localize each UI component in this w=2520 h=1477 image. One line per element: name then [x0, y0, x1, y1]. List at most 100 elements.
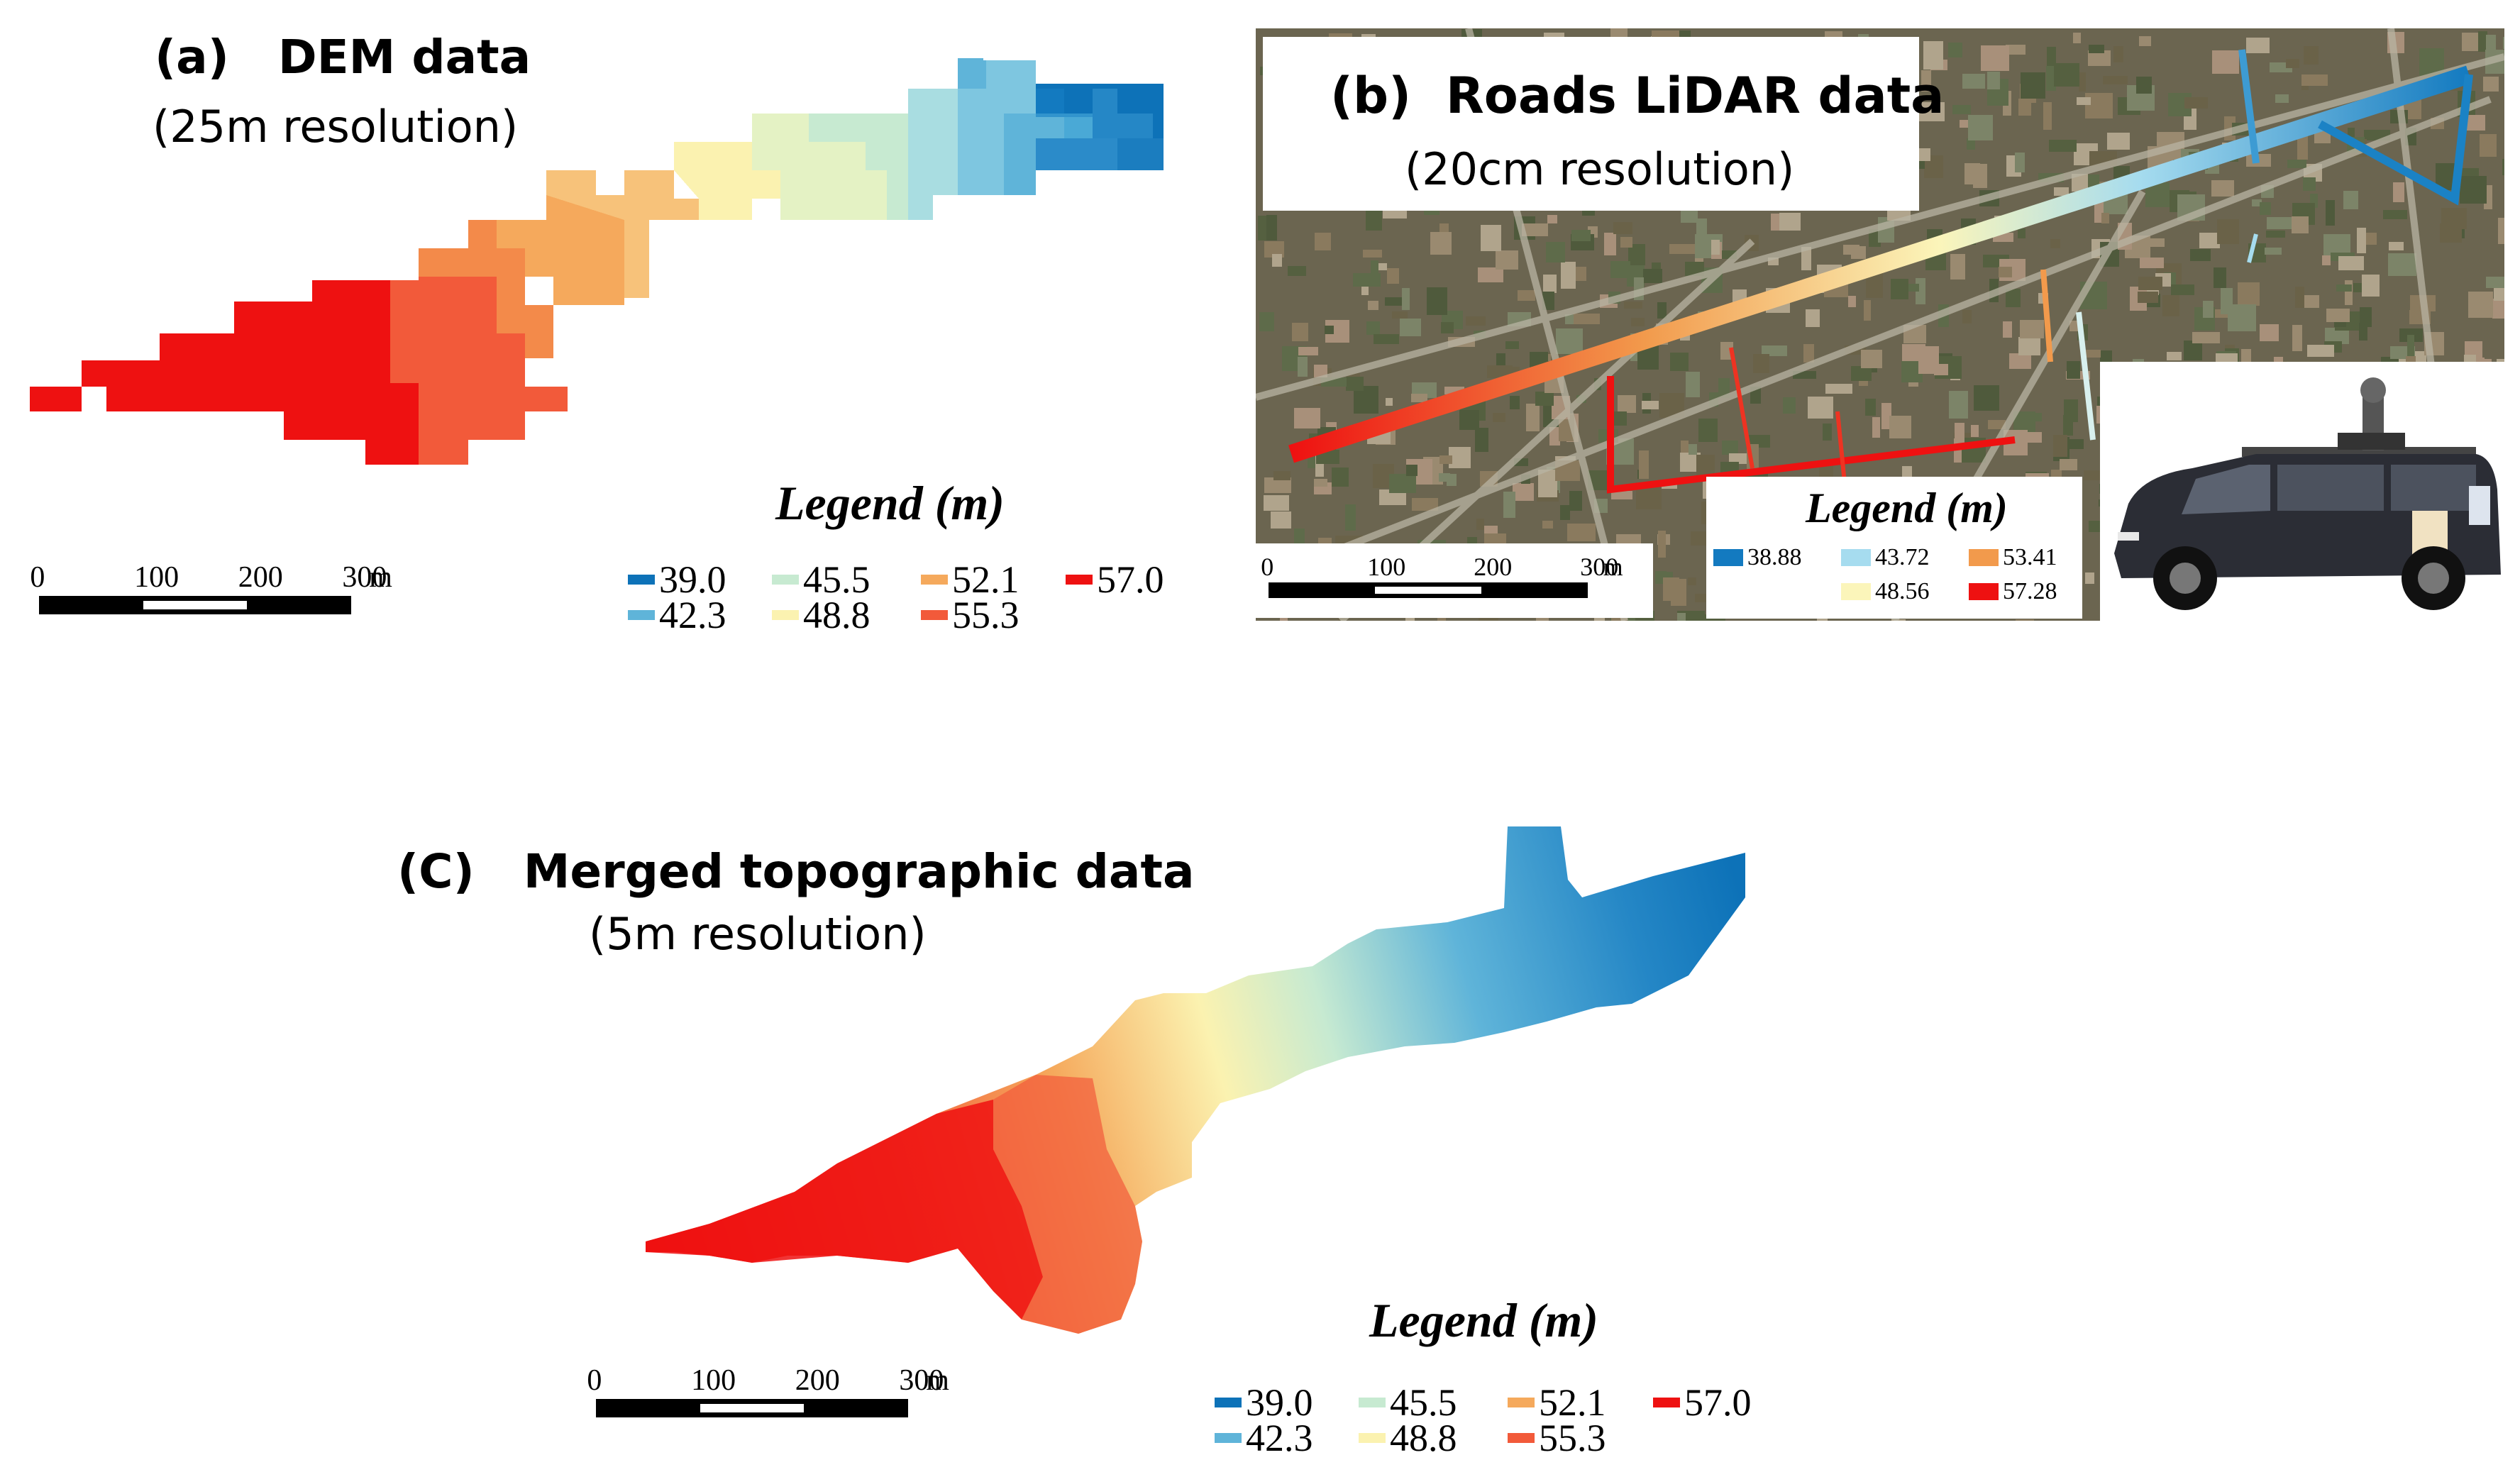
- scale-tick-label: 100: [1367, 553, 1406, 581]
- legend-swatch: [1359, 1398, 1386, 1407]
- panel-a-title: (a) DEM data: [155, 30, 531, 84]
- scale-bar-graphic: [39, 596, 351, 614]
- legend-item: 55.3: [1508, 1416, 1606, 1460]
- mobile-mapping-vehicle-icon: [2114, 377, 2501, 610]
- legend-item: 45.5: [1359, 1381, 1457, 1425]
- panel-a-dem-raster: [30, 58, 1164, 465]
- vehicle-inset: [2100, 362, 2504, 621]
- legend-item: 45.5: [772, 558, 871, 602]
- legend-value: 52.1: [1539, 1381, 1606, 1424]
- panel-c-label: (C): [397, 844, 475, 899]
- legend-swatch: [1969, 549, 1999, 566]
- legend-value: 57.0: [1684, 1381, 1752, 1424]
- scale-tick-label: 100: [134, 561, 179, 594]
- legend-swatch: [772, 610, 799, 620]
- scale-tick-label: 300: [342, 561, 387, 594]
- panel-c-merged-raster: [646, 826, 1745, 1334]
- legend-item: 43.72: [1841, 544, 1930, 571]
- legend-value: 45.5: [1390, 1381, 1457, 1424]
- legend-swatch: [921, 575, 948, 585]
- legend-item: 38.88: [1713, 544, 1802, 571]
- panel-b-title: (b) Roads LiDAR data: [1330, 67, 1944, 125]
- panel-a-legend-title: Legend (m): [775, 476, 1005, 530]
- legend-item: 42.3: [628, 593, 726, 637]
- scale-tick-label: 100: [691, 1364, 736, 1397]
- panel-a-subtitle: (25m resolution): [153, 101, 519, 153]
- panel-b-legend-title: Legend (m): [1806, 485, 2008, 531]
- legend-item: 39.0: [1215, 1381, 1313, 1425]
- legend-item: 57.0: [1066, 558, 1164, 602]
- legend-swatch: [1969, 583, 1999, 600]
- legend-swatch: [1215, 1398, 1242, 1407]
- panel-b: (b) Roads LiDAR data (20cm resolution) 0…: [1256, 28, 2504, 621]
- legend-swatch: [1508, 1398, 1535, 1407]
- legend-value: 57.0: [1097, 558, 1164, 601]
- scale-tick-label: 300: [1580, 553, 1619, 581]
- legend-swatch: [1841, 549, 1871, 566]
- panel-c: (C) Merged topographic data (5m resoluti…: [0, 780, 1916, 1477]
- legend-item: 48.56: [1841, 578, 1930, 605]
- legend-value: 42.3: [659, 594, 726, 636]
- scale-bar-graphic: [1269, 582, 1588, 598]
- panel-c-subtitle: (5m resolution): [589, 908, 927, 960]
- scale-tick-label: 0: [587, 1364, 602, 1397]
- legend-swatch: [1713, 549, 1743, 566]
- legend-item: 52.1: [921, 558, 1019, 602]
- legend-swatch: [1841, 583, 1871, 600]
- scale-unit: m: [926, 1364, 949, 1397]
- scale-tick-label: 200: [1474, 553, 1513, 581]
- legend-value: 39.0: [659, 558, 726, 601]
- panel-a-title-text: DEM data: [277, 30, 531, 84]
- scale-tick-label: 0: [30, 561, 45, 594]
- legend-value: 39.0: [1246, 1381, 1313, 1424]
- legend-value: 42.3: [1246, 1417, 1313, 1459]
- legend-value: 55.3: [952, 594, 1019, 636]
- legend-item: 55.3: [921, 593, 1019, 637]
- legend-swatch: [1359, 1433, 1386, 1443]
- panel-c-legend-title: Legend (m): [1369, 1293, 1598, 1347]
- legend-value: 55.3: [1539, 1417, 1606, 1459]
- legend-swatch: [1653, 1398, 1680, 1407]
- panel-c-title-text: Merged topographic data: [523, 844, 1195, 899]
- panel-a: (a) DEM data (25m resolution): [0, 0, 1206, 653]
- legend-item: 39.0: [628, 558, 726, 602]
- scale-tick-label: 200: [238, 561, 283, 594]
- legend-value: 52.1: [952, 558, 1019, 601]
- legend-value: 53.41: [2003, 544, 2057, 570]
- lidar-road-network: [1288, 49, 2473, 494]
- legend-value: 57.28: [2003, 578, 2057, 604]
- legend-swatch: [628, 575, 655, 585]
- legend-item: 57.0: [1653, 1381, 1752, 1425]
- legend-item: 42.3: [1215, 1416, 1313, 1460]
- legend-swatch: [1215, 1433, 1242, 1443]
- legend-item: 52.1: [1508, 1381, 1606, 1425]
- legend-item: 48.8: [772, 593, 871, 637]
- panel-b-title-text: Roads LiDAR data: [1445, 67, 1945, 125]
- legend-swatch: [772, 575, 799, 585]
- legend-value: 48.8: [1390, 1417, 1457, 1459]
- legend-item: 57.28: [1969, 578, 2057, 605]
- scale-tick-label: 200: [795, 1364, 840, 1397]
- legend-item: 53.41: [1969, 544, 2057, 571]
- scale-unit: m: [369, 561, 392, 594]
- legend-swatch: [1508, 1433, 1535, 1443]
- legend-swatch: [628, 610, 655, 620]
- legend-swatch: [1066, 575, 1093, 585]
- legend-item: 48.8: [1359, 1416, 1457, 1460]
- legend-value: 48.56: [1875, 578, 1930, 604]
- scale-unit: m: [1603, 553, 1623, 581]
- panel-a-label: (a): [155, 30, 229, 84]
- panel-b-subtitle: (20cm resolution): [1405, 143, 1795, 195]
- legend-value: 45.5: [803, 558, 871, 601]
- panel-b-label: (b): [1330, 67, 1412, 125]
- scale-tick-label: 0: [1261, 553, 1274, 581]
- panel-b-title-box: (b) Roads LiDAR data (20cm resolution): [1263, 37, 1944, 211]
- legend-value: 48.8: [803, 594, 871, 636]
- scale-bar-graphic: [596, 1399, 908, 1417]
- legend-value: 38.88: [1747, 544, 1802, 570]
- panel-b-legend-box: Legend (m) 38.88 43.72 53.41 48.56 57.28: [1706, 477, 2082, 619]
- legend-swatch: [921, 610, 948, 620]
- panel-c-title: (C) Merged topographic data: [397, 844, 1195, 899]
- panel-b-scale-box: 0 100 200 300 m: [1256, 543, 1653, 618]
- legend-value: 43.72: [1875, 544, 1930, 570]
